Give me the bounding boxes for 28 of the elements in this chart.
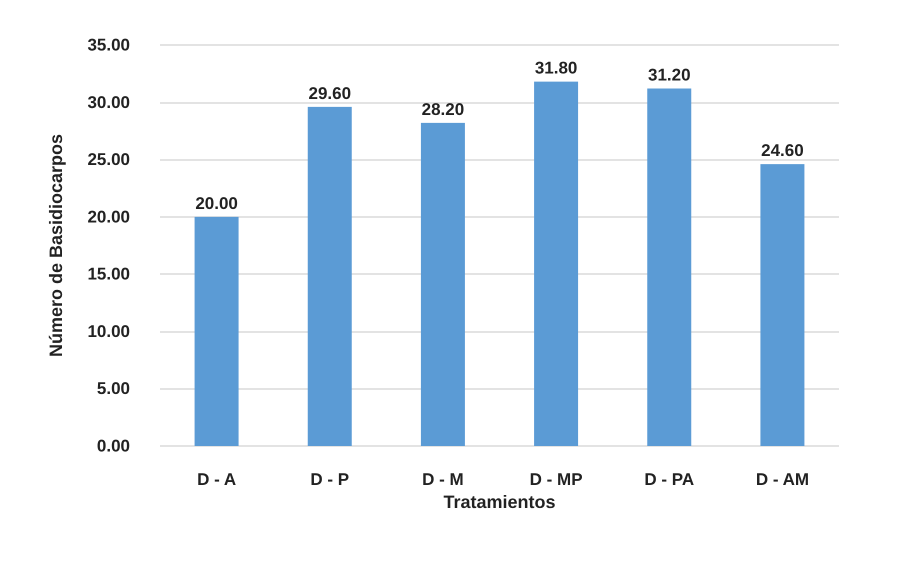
bar	[647, 88, 692, 446]
y-tick-label: 5.00	[96, 379, 130, 398]
y-axis-title: Número de Basidiocarpos	[46, 134, 66, 358]
bar	[420, 122, 465, 446]
x-tick-label: D - P	[310, 470, 350, 489]
x-axis-title: Tratamientos	[443, 492, 556, 512]
y-tick-label: 15.00	[87, 264, 130, 284]
y-tick-label: 0.00	[96, 436, 130, 456]
data-label: 29.60	[308, 84, 352, 103]
y-tick-label: 35.00	[87, 36, 130, 54]
data-label: 20.00	[195, 194, 238, 213]
bar	[534, 82, 578, 446]
x-tick-label: D - MP	[530, 470, 583, 489]
bar	[194, 216, 239, 446]
data-label: 31.80	[534, 58, 578, 78]
x-tick-label: D - AM	[756, 470, 810, 489]
x-tick-label: D - A	[197, 470, 236, 489]
x-tick-label: D - PA	[644, 470, 694, 489]
data-label: 28.20	[422, 100, 464, 119]
y-tick-label: 30.00	[87, 92, 130, 112]
data-label: 24.60	[761, 141, 804, 160]
y-tick-label: 25.00	[87, 150, 130, 170]
x-tick-label: D - M	[422, 470, 464, 489]
y-tick-label: 10.00	[87, 322, 130, 341]
bar	[760, 164, 804, 446]
y-tick-label: 20.00	[87, 207, 130, 226]
bar	[308, 106, 352, 446]
data-label: 31.20	[648, 66, 691, 85]
